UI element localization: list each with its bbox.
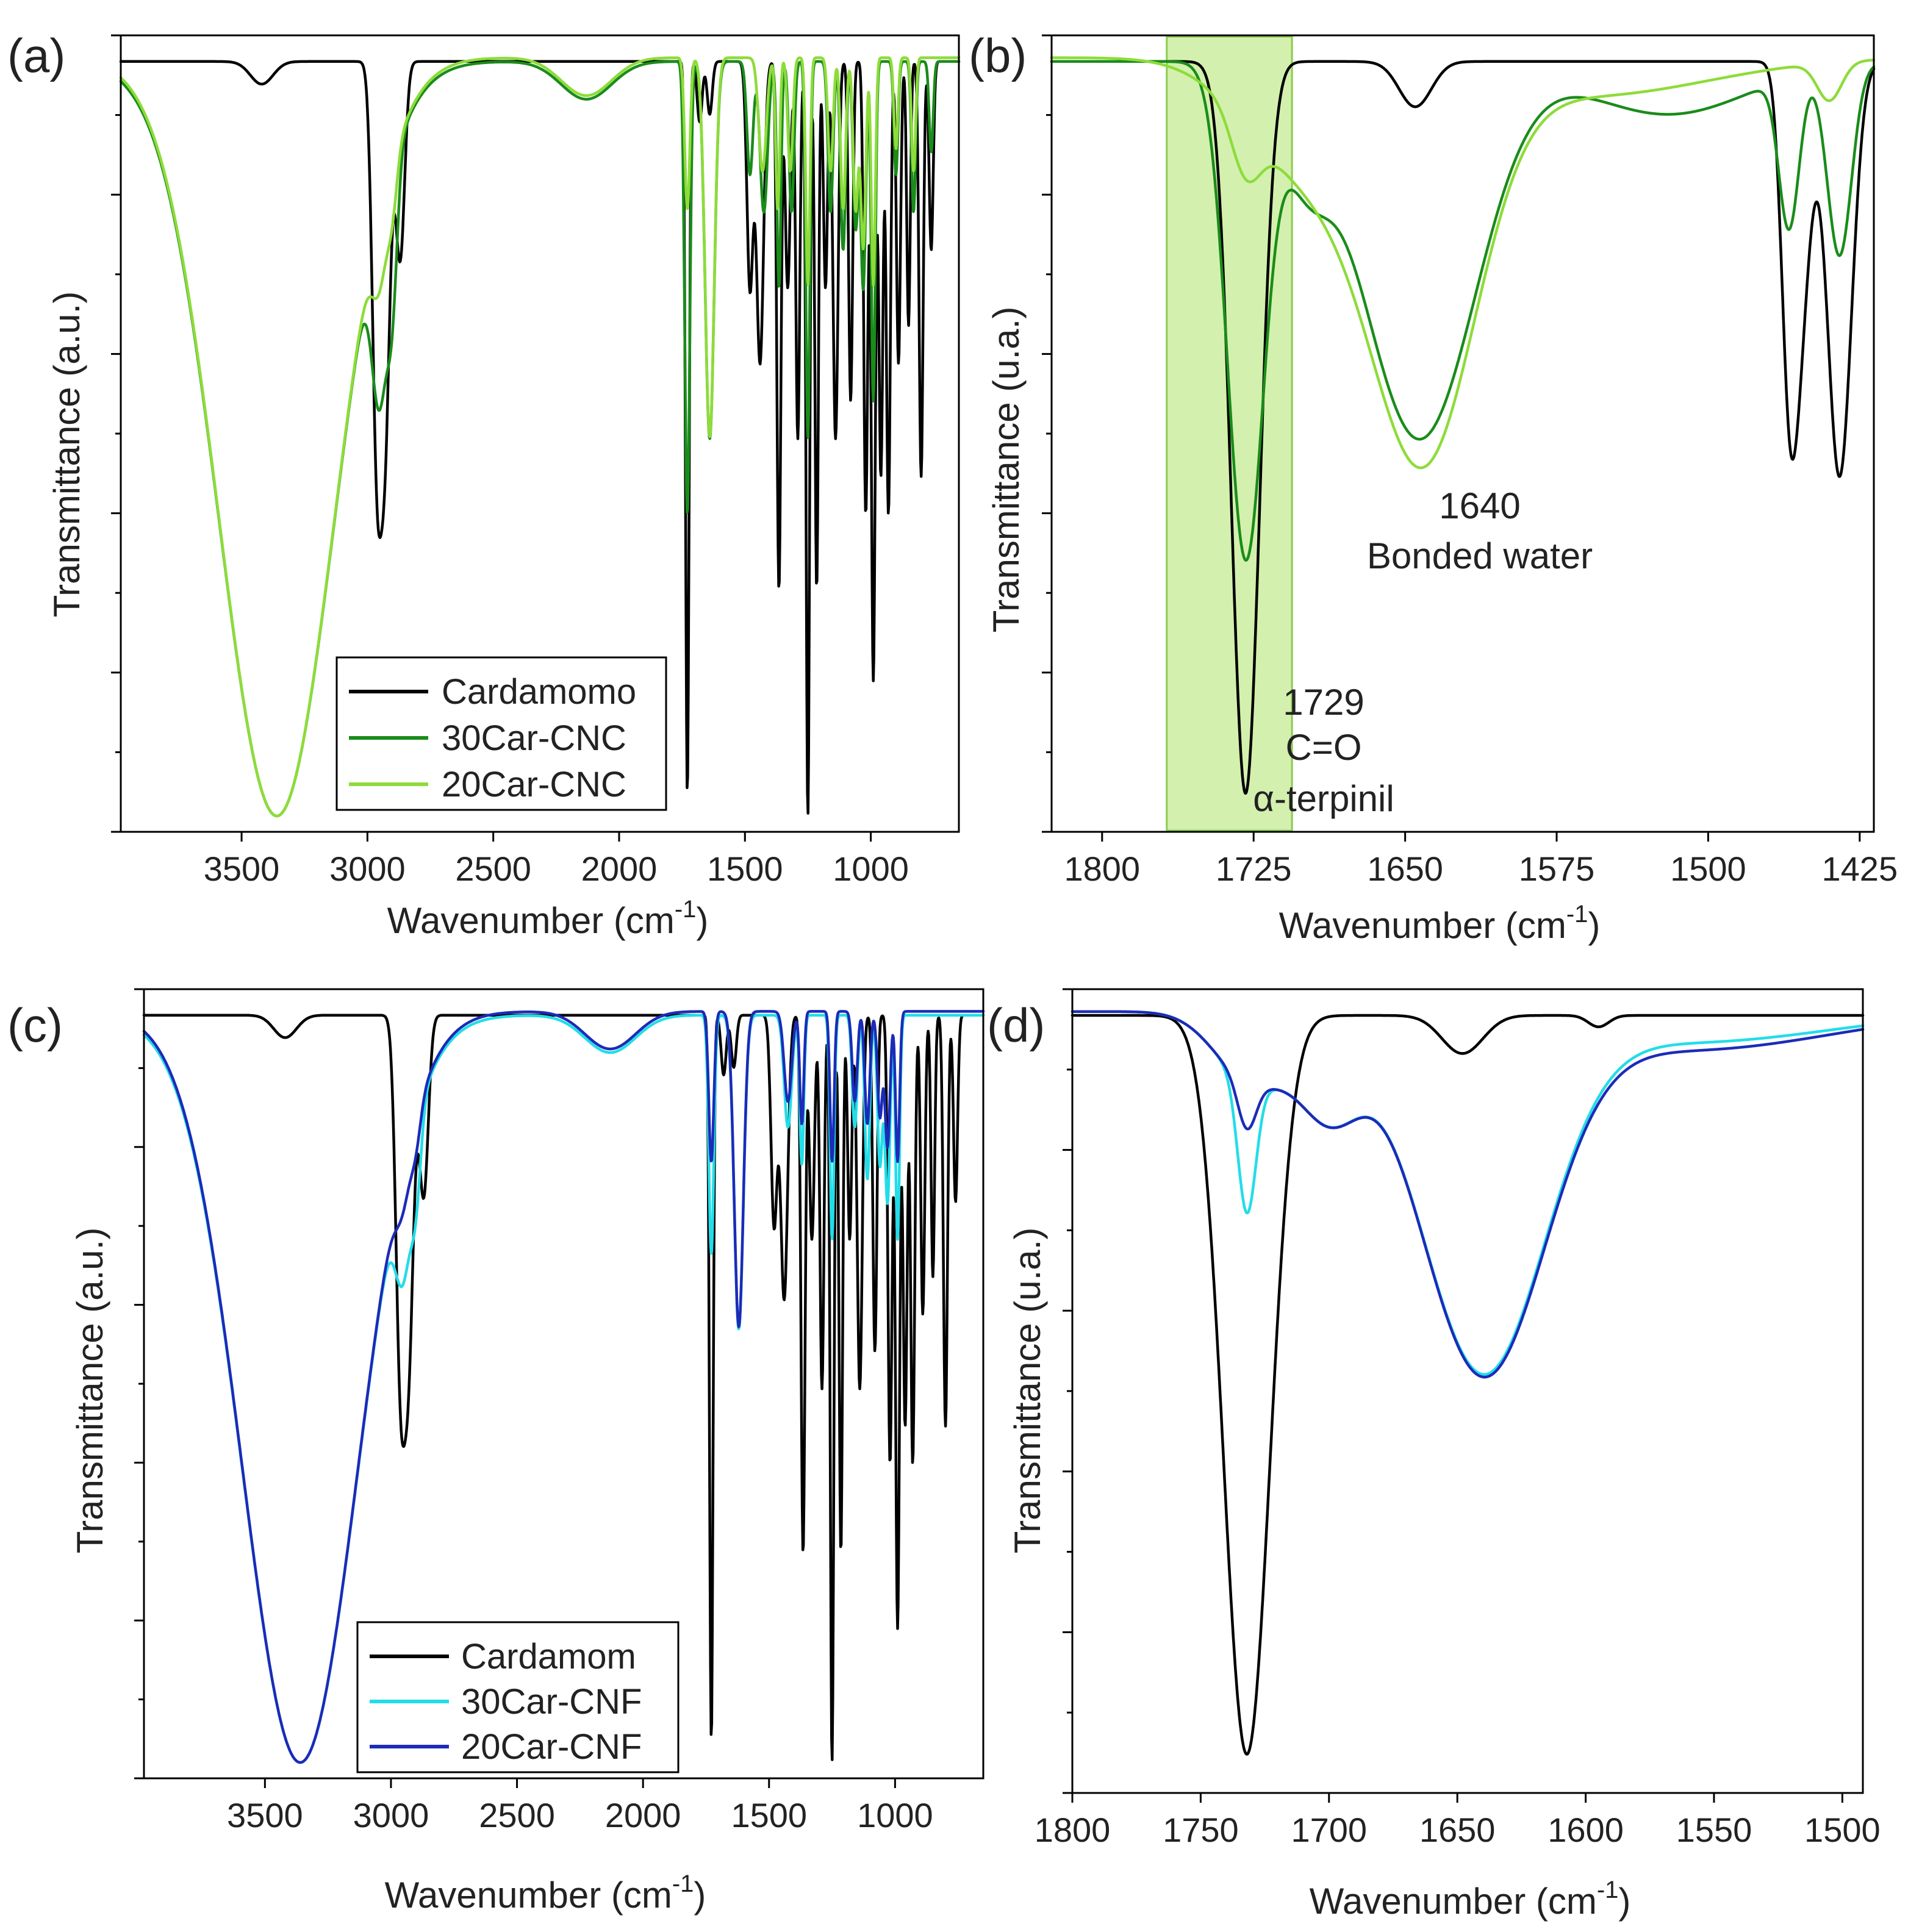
- series-line-cardamomo: [1050, 60, 1876, 795]
- x-tick-label: 1550: [1676, 1811, 1752, 1849]
- x-tick-label: 3000: [329, 850, 406, 888]
- series-line-20car-cnf: [1071, 1010, 1865, 1379]
- panel-label: (a): [7, 29, 65, 82]
- x-tick-label: 1500: [1670, 850, 1746, 888]
- peak-annotation-1640: 1640 Bonded water: [1367, 485, 1593, 576]
- annotation-compound: α-terpinil: [1253, 778, 1394, 819]
- x-tick-label: 1500: [707, 850, 783, 888]
- x-tick-label: 1800: [1064, 850, 1141, 888]
- legend-label: 20Car-CNF: [461, 1727, 642, 1767]
- legend-label: 30Car-CNF: [461, 1682, 642, 1722]
- panel-label: (c): [7, 998, 63, 1052]
- x-tick-label: 1000: [857, 1796, 933, 1834]
- x-axis-title: Wavenumber (cm-1): [1310, 1877, 1631, 1922]
- panel-a: (a) 3500 3000 2500 2000 1500 1000 Wavenumber …: [7, 29, 961, 941]
- legend: Cardamom 30Car-CNF 20Car-CNF: [356, 1621, 680, 1773]
- x-tick-label: 3000: [353, 1796, 429, 1834]
- x-axis-ticks: 3500 3000 2500 2000 1500 1000: [204, 832, 909, 888]
- x-tick-label: 1500: [731, 1796, 807, 1834]
- x-axis-ticks: 3500 3000 2500 2000 1500 1000: [227, 1778, 933, 1834]
- legend-label: Cardamom: [461, 1637, 636, 1676]
- y-axis-ticks: [134, 988, 144, 1780]
- x-tick-label: 1800: [1035, 1811, 1111, 1849]
- plot-area: [1071, 1010, 1865, 1756]
- y-axis-ticks: [1063, 988, 1072, 1794]
- x-axis-title: Wavenumber (cm-1): [385, 1870, 706, 1916]
- x-tick-label: 3500: [227, 1796, 303, 1834]
- annotation-bond: C=O: [1285, 727, 1361, 768]
- x-tick-label: 2000: [605, 1796, 681, 1834]
- legend: Cardamomo 30Car-CNC 20Car-CNC: [335, 656, 667, 811]
- x-tick-label: 1650: [1367, 850, 1443, 888]
- x-tick-label: 1575: [1519, 850, 1595, 888]
- x-axis-title: Wavenumber (cm-1): [387, 896, 709, 941]
- annotation-value: 1729: [1283, 682, 1364, 723]
- annotation-label: Bonded water: [1367, 535, 1593, 576]
- series-line-30car-cnc: [1050, 60, 1876, 562]
- x-axis-title: Wavenumber (cm-1): [1279, 901, 1601, 946]
- x-tick-label: 1425: [1822, 850, 1898, 888]
- series-line-20car-cnc: [119, 56, 961, 818]
- legend-label: 20Car-CNC: [442, 765, 626, 804]
- x-axis-ticks: 1800 1725 1650 1575 1500 1425: [1064, 832, 1898, 888]
- y-axis-title: Transmittance (a.u.): [46, 292, 87, 618]
- series-line-cardamom: [1071, 1014, 1865, 1756]
- panel-label: (d): [987, 998, 1045, 1052]
- series-line-cardamomo: [119, 60, 961, 815]
- legend-label: Cardamomo: [442, 672, 636, 712]
- panel-c: (c) 3500 3000 2500 2000 1500 1000 Wavenumber …: [7, 988, 985, 1916]
- panel-label: (b): [969, 29, 1027, 82]
- x-tick-label: 1725: [1216, 850, 1292, 888]
- y-axis-ticks: [1042, 34, 1052, 833]
- panel-b: (b) 1800 1725 1650 1575 1500 1425 Wavenumber …: [969, 29, 1898, 946]
- x-tick-label: 2500: [479, 1796, 555, 1834]
- series-line-20car-cnc: [1050, 56, 1876, 470]
- x-tick-label: 3500: [204, 850, 280, 888]
- plot-area: [119, 56, 961, 818]
- x-tick-label: 1700: [1291, 1811, 1367, 1849]
- y-axis-title: Transmittance (a.u.): [70, 1228, 110, 1554]
- x-tick-label: 2500: [455, 850, 531, 888]
- x-tick-label: 1000: [833, 850, 909, 888]
- y-axis-ticks: [111, 34, 121, 833]
- panel-d: (d) 1800 1750 1700 1650 1600 1550 1500 Wavenum…: [987, 988, 1881, 1922]
- series-line-20car-cnf: [142, 1010, 985, 1764]
- y-axis-title: Transmittance (u.a.): [986, 307, 1027, 633]
- legend-label: 30Car-CNC: [442, 718, 626, 758]
- plot-area: [1050, 56, 1876, 795]
- x-tick-label: 1650: [1419, 1811, 1496, 1849]
- peak-annotation-1729: 1729 C=O α-terpinil: [1253, 682, 1394, 819]
- x-axis-ticks: 1800 1750 1700 1650 1600 1550 1500: [1035, 1793, 1881, 1849]
- x-tick-label: 1500: [1804, 1811, 1881, 1849]
- plot-area: [142, 1010, 985, 1764]
- annotation-value: 1640: [1439, 485, 1520, 526]
- y-axis-title: Transmittance (u.a.): [1007, 1228, 1048, 1554]
- series-line-cardamom: [142, 1014, 985, 1761]
- x-tick-label: 1750: [1163, 1811, 1239, 1849]
- x-tick-label: 1600: [1548, 1811, 1624, 1849]
- x-tick-label: 2000: [581, 850, 658, 888]
